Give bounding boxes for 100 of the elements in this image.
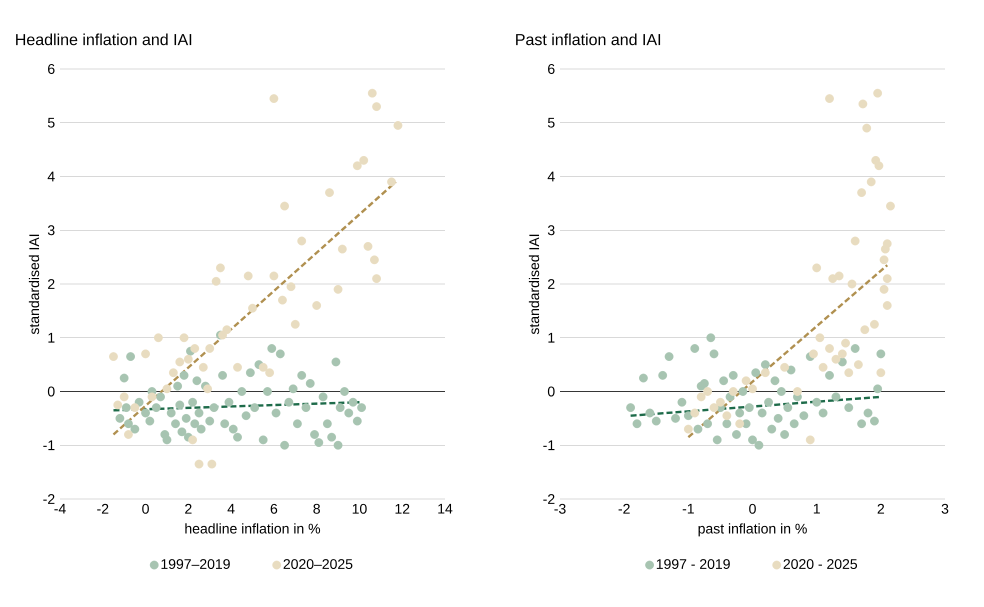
point <box>870 416 879 426</box>
x-tick-label: 1 <box>814 504 820 514</box>
point <box>882 239 892 248</box>
y-tick-label: 1 <box>48 332 54 343</box>
point <box>352 161 362 170</box>
point <box>882 274 892 284</box>
point <box>710 349 718 358</box>
x-tick-label: -3 <box>554 504 566 514</box>
point <box>850 344 860 353</box>
y-tick-label: 5 <box>48 118 55 128</box>
point <box>286 282 296 292</box>
point <box>728 370 738 380</box>
point <box>626 403 635 412</box>
point <box>848 280 856 288</box>
point <box>880 284 888 294</box>
point <box>758 408 767 418</box>
point <box>370 255 379 264</box>
point <box>873 384 882 394</box>
point <box>109 352 118 361</box>
x-tick-label: 8 <box>313 504 320 514</box>
point <box>120 392 129 402</box>
point <box>194 460 204 468</box>
point <box>799 411 808 420</box>
point <box>248 304 257 313</box>
point <box>818 362 828 372</box>
point <box>652 416 661 426</box>
point <box>722 411 732 420</box>
point <box>207 460 216 468</box>
point <box>684 411 693 420</box>
point <box>334 284 342 294</box>
y-tick-label: 4 <box>548 172 555 182</box>
point <box>312 301 322 310</box>
point <box>880 255 888 264</box>
point <box>874 161 884 170</box>
x-tick-label: 3 <box>942 504 948 514</box>
point <box>754 440 764 450</box>
point <box>873 88 882 98</box>
point <box>886 202 895 210</box>
x-tick-label: -4 <box>54 504 66 514</box>
point <box>857 188 866 198</box>
point <box>664 352 674 361</box>
x-axis-title: headline inflation in % <box>185 523 320 534</box>
point <box>764 398 773 407</box>
point <box>113 400 122 410</box>
point <box>790 419 799 428</box>
point <box>372 102 381 112</box>
point <box>645 408 654 418</box>
point <box>244 272 253 280</box>
point <box>212 276 221 286</box>
y-tick-label: -1 <box>43 440 54 450</box>
point <box>180 333 188 342</box>
point <box>722 419 732 428</box>
point <box>825 370 834 380</box>
y-tick-label: 2 <box>548 279 554 289</box>
point <box>786 366 796 374</box>
point <box>780 362 789 372</box>
point <box>862 124 872 133</box>
point <box>216 263 225 272</box>
point <box>222 325 232 334</box>
point <box>735 408 744 418</box>
point <box>844 403 854 412</box>
point <box>742 376 750 386</box>
legend-label: 1997 - 2019 <box>656 559 730 570</box>
point <box>854 360 863 370</box>
point <box>265 368 274 378</box>
point <box>690 344 700 353</box>
point <box>793 387 802 396</box>
point <box>205 344 214 353</box>
y-tick-label: 0 <box>48 386 55 396</box>
point <box>387 177 396 186</box>
point <box>876 349 886 358</box>
x-tick-label: -2 <box>618 504 630 514</box>
point <box>838 349 847 358</box>
point <box>834 272 844 280</box>
point <box>658 370 668 380</box>
point <box>671 414 680 423</box>
point <box>732 430 741 439</box>
point <box>338 244 347 254</box>
chart-title: Headline inflation and IAI <box>16 33 192 46</box>
y-axis-title: standardised IAI <box>528 234 540 334</box>
point <box>694 424 702 434</box>
x-tick-label: 4 <box>228 504 235 514</box>
point <box>394 121 402 130</box>
point <box>735 419 744 428</box>
x-tick-label: 0 <box>749 504 756 514</box>
point <box>290 320 300 329</box>
point <box>748 435 757 444</box>
point <box>198 362 208 372</box>
y-tick-label: 6 <box>48 64 55 74</box>
x-tick-label: -1 <box>682 504 694 514</box>
point <box>130 403 140 412</box>
point <box>269 94 278 103</box>
point <box>700 379 709 388</box>
point <box>841 338 850 348</box>
point <box>639 374 648 382</box>
point <box>770 376 780 386</box>
point <box>776 387 786 396</box>
point <box>368 88 377 98</box>
point <box>710 403 718 412</box>
point <box>774 414 783 423</box>
